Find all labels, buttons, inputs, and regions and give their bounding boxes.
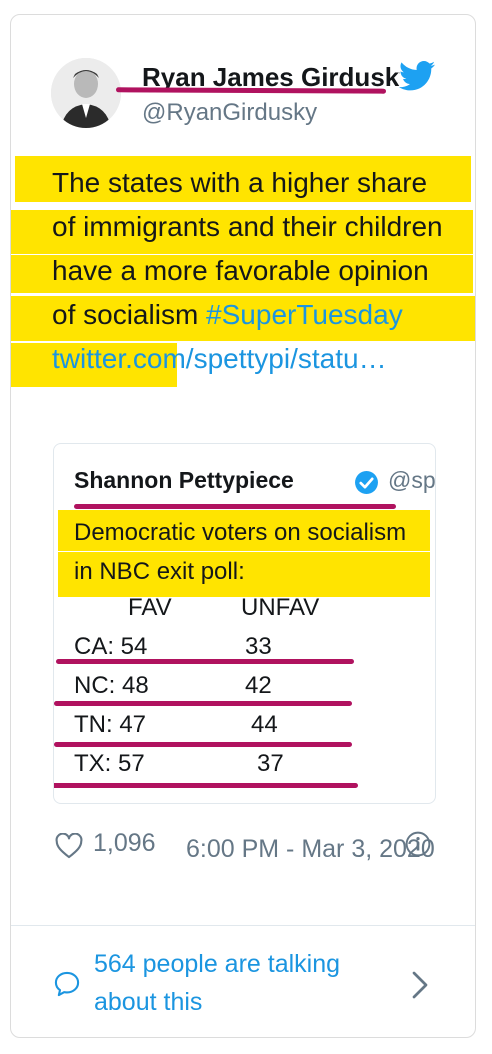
like-count[interactable]: 1,096 — [93, 829, 156, 857]
highlight-annotation — [58, 552, 430, 597]
conversation-link[interactable]: 564 people are talking about this — [94, 950, 341, 1016]
highlight-annotation — [11, 343, 177, 387]
poll-header-fav: FAV — [128, 594, 172, 621]
poll-row-unfav: 44 — [251, 711, 278, 738]
poll-row-state: CA: 54 — [74, 633, 148, 660]
chat-bubble-icon[interactable] — [53, 970, 81, 998]
quote-text: Democratic voters on socialism in NBC ex… — [74, 519, 407, 585]
hashtag-link[interactable]: #SuperTuesday — [206, 299, 403, 330]
tweet-text: The states with a higher share of immigr… — [52, 161, 452, 381]
poll-header-unfav: UNFAV — [241, 594, 320, 621]
row-underline-annotation — [54, 783, 358, 788]
poll-row-unfav: 33 — [245, 633, 272, 660]
info-icon[interactable] — [405, 831, 431, 857]
heart-icon[interactable] — [55, 833, 83, 859]
chevron-right-icon[interactable] — [411, 970, 429, 1000]
author-name[interactable]: Ryan James Girdusky — [142, 62, 400, 92]
twitter-bird-icon[interactable] — [398, 61, 436, 91]
poll-row-state: TX: 57 — [74, 750, 145, 777]
divider — [11, 925, 475, 926]
highlight-annotation — [11, 255, 473, 293]
avatar[interactable] — [51, 58, 121, 128]
highlight-annotation — [15, 156, 471, 202]
quoted-tweet[interactable]: Shannon Pettypiece @spettypi Democratic … — [53, 443, 436, 804]
row-underline-annotation — [54, 701, 352, 706]
highlight-annotation — [11, 210, 473, 254]
highlight-annotation — [58, 510, 430, 551]
name-underline-annotation — [74, 504, 396, 509]
quote-author-name[interactable]: Shannon Pettypiece — [74, 467, 294, 493]
timestamp[interactable]: 6:00 PM - Mar 3, 2020 — [186, 835, 435, 863]
author-handle[interactable]: @RyanGirdusky — [142, 99, 318, 126]
poll-row-unfav: 37 — [257, 750, 284, 777]
tweet-body: The states with a higher share of immigr… — [52, 167, 443, 330]
row-underline-annotation — [54, 742, 352, 747]
quoted-url-link[interactable]: twitter.com/spettypi/statu… — [52, 343, 387, 374]
highlight-annotation — [11, 296, 475, 341]
verified-badge-icon — [355, 471, 378, 494]
poll-row-state: NC: 48 — [74, 672, 149, 699]
quote-author-handle[interactable]: @spettypi — [388, 467, 436, 493]
poll-row-state: TN: 47 — [74, 711, 147, 738]
poll-row-unfav: 42 — [245, 672, 272, 699]
row-underline-annotation — [56, 659, 354, 664]
tweet-card: Ryan James Girdusky @RyanGirdusky The st… — [10, 14, 476, 1038]
